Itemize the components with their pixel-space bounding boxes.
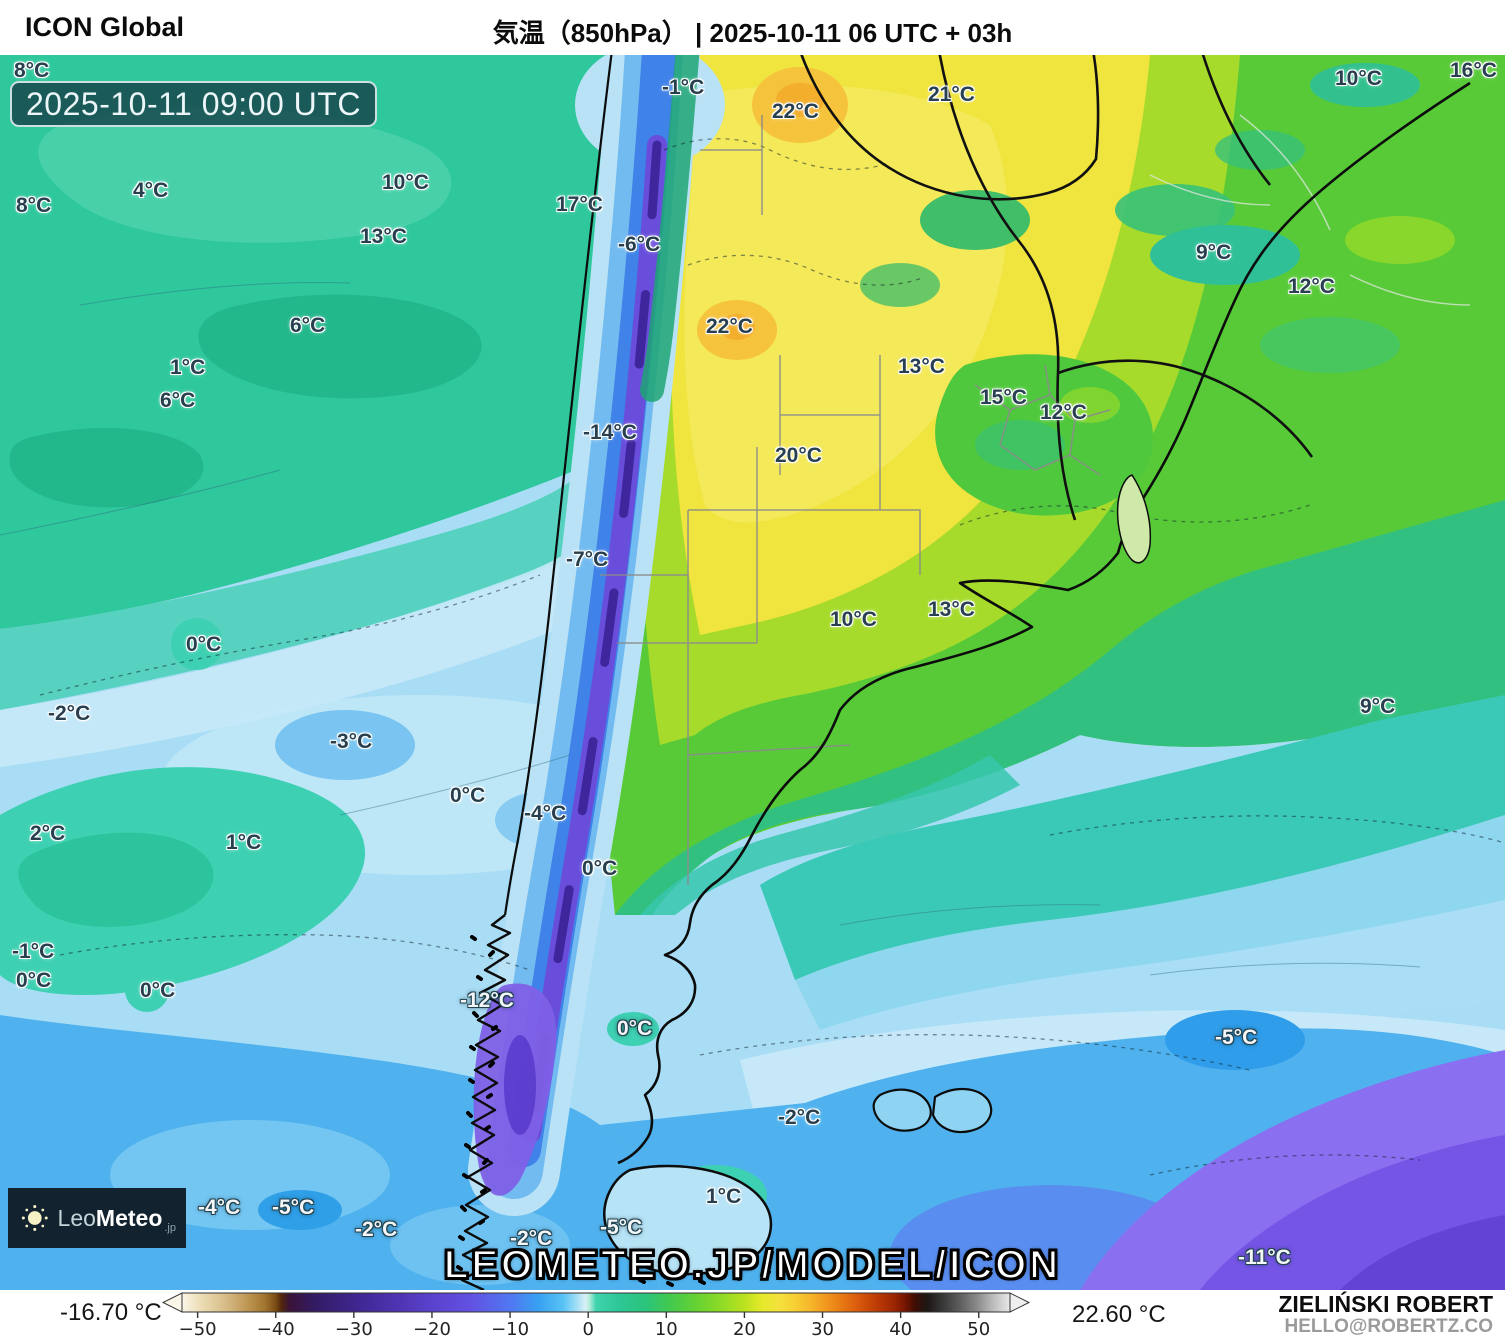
temp-label: 0°C — [617, 1017, 653, 1040]
color-scale: −50 −40 −30 −20 −10 0 10 20 30 40 50 — [161, 1292, 1031, 1338]
temp-label: -4°C — [524, 802, 567, 825]
timestamp-overlay: 2025-10-11 09:00 UTC — [10, 81, 377, 127]
page-title: 気温（850hPa） | 2025-10-11 06 UTC + 03h — [492, 18, 1013, 48]
temp-label: 8°C — [14, 59, 50, 82]
coastline — [460, 55, 1471, 1290]
colorbar-tick-label: 0 — [582, 1319, 593, 1338]
sun-icon — [21, 1205, 48, 1231]
fjord-islands — [456, 935, 771, 1287]
colorbar-tick-label: 10 — [655, 1319, 678, 1338]
temp-label: 6°C — [160, 389, 196, 412]
temp-label: -7°C — [566, 548, 609, 571]
temperature-map-canvas — [0, 55, 1505, 1290]
state-borders-light — [1149, 114, 1471, 306]
watermark: LEOMETEO.JP/MODEL/ICON — [443, 1242, 1062, 1288]
temp-label: -14°C — [583, 421, 637, 444]
timestamp-text: 2025-10-11 09:00 UTC — [26, 85, 361, 122]
colorbar-tick-label: −40 — [257, 1319, 295, 1338]
temp-label: 0°C — [582, 857, 618, 880]
contour-lines — [39, 138, 1505, 1176]
temp-label: 13°C — [360, 225, 407, 248]
colorbar-tick-label: −10 — [491, 1319, 529, 1338]
temp-label: -5°C — [600, 1216, 643, 1239]
leometeo-logo: LeoMeteo .jp — [8, 1188, 186, 1248]
temp-label: -4°C — [198, 1196, 241, 1219]
colorbar-right-arrow — [1009, 1292, 1031, 1313]
temp-label: 8°C — [16, 194, 52, 217]
colorbar-tick-label: 20 — [733, 1319, 756, 1338]
temp-label: -1°C — [12, 940, 55, 963]
temp-label: -11°C — [1238, 1246, 1291, 1269]
temp-label: -2°C — [355, 1218, 398, 1241]
atlantic-ocean-layer — [600, 695, 1505, 1290]
temp-label: 9°C — [1196, 241, 1232, 264]
temp-label: 12°C — [1040, 401, 1087, 424]
temp-label: 10°C — [382, 171, 429, 194]
author-email: HELLO@ROBERTZ.CO — [1284, 1316, 1493, 1337]
tierra-del-fuego — [603, 1088, 993, 1276]
temp-label: 13°C — [898, 355, 945, 378]
temp-label: 15°C — [980, 386, 1027, 409]
temp-label: 16°C — [1450, 59, 1497, 82]
colorbar-ticks: −50 −40 −30 −20 −10 0 10 20 30 40 50 — [179, 1312, 990, 1338]
temp-label: 0°C — [186, 633, 222, 656]
temp-label: -12°C — [460, 989, 514, 1012]
temp-label: 20°C — [775, 444, 822, 467]
temp-label: 12°C — [1288, 275, 1335, 298]
temp-label: 0°C — [16, 969, 52, 992]
weather-map: 2025-10-11 09:00 UTC 8°C -1°C 22°C 21°C 10°C… — [0, 55, 1505, 1290]
logo-text: LeoMeteo — [57, 1204, 163, 1231]
country-borders — [800, 55, 1314, 521]
model-name: ICON Global — [25, 12, 185, 42]
temp-label: 21°C — [928, 83, 975, 106]
temp-label: 17°C — [556, 193, 603, 216]
temp-label: 2°C — [30, 822, 66, 845]
temp-label: -2°C — [778, 1106, 821, 1129]
temp-label: 1°C — [226, 831, 262, 854]
temp-labels-layer: 8°C -1°C 22°C 21°C 10°C 16°C 4°C 10°C 13°C 17°C -6… — [0, 55, 1505, 1290]
contour-lines-thin — [0, 281, 1421, 976]
temp-label: 4°C — [133, 179, 169, 202]
temp-label: -5°C — [272, 1196, 315, 1219]
scale-min-label: -16.70 °C — [60, 1299, 162, 1326]
colorbar-tick-label: 40 — [889, 1319, 912, 1338]
andes-cold-band — [468, 55, 725, 1216]
temp-label: -2°C — [48, 702, 91, 725]
temp-label: 22°C — [772, 100, 819, 123]
footer-bar: -16.70 °C −50 −40 −30 −20 −10 0 10 20 30 40 50 22.… — [0, 1290, 1505, 1338]
temp-label: 22°C — [706, 315, 753, 338]
temp-label: 10°C — [1335, 67, 1382, 90]
colorbar-bar — [181, 1292, 1011, 1313]
header-bar: ICON Global 気温（850hPa） | 2025-10-11 06 U… — [0, 0, 1505, 55]
temp-label: 13°C — [928, 598, 975, 621]
temp-label: -5°C — [1215, 1026, 1258, 1049]
attribution: ZIELIŃSKI ROBERT HELLO@ROBERTZ.CO — [1278, 1291, 1493, 1337]
colorbar-tick-label: −50 — [179, 1319, 217, 1338]
temp-label: 1°C — [706, 1185, 742, 1208]
temp-label: -6°C — [618, 233, 661, 256]
temp-label: 1°C — [170, 356, 206, 379]
temp-label: 10°C — [830, 608, 877, 631]
pacific-ocean-layer — [0, 55, 705, 1290]
temp-label: -2°C — [510, 1227, 553, 1250]
colorbar-tick-label: −20 — [413, 1319, 451, 1338]
temp-label: 0°C — [450, 784, 486, 807]
scale-max-label: 22.60 °C — [1072, 1301, 1166, 1328]
colorbar-tick-label: 50 — [967, 1319, 990, 1338]
temp-label: -1°C — [662, 76, 705, 99]
logo-suffix: .jp — [164, 1222, 176, 1234]
temp-label: 0°C — [140, 979, 176, 1002]
colorbar-tick-label: 30 — [811, 1319, 834, 1338]
temp-label: 9°C — [1360, 695, 1396, 718]
colorbar-tick-label: −30 — [335, 1319, 373, 1338]
temp-label: -3°C — [330, 730, 373, 753]
temp-label: 6°C — [290, 314, 326, 337]
land-layer — [597, 55, 1505, 915]
colorbar-left-arrow — [161, 1292, 183, 1313]
author-name: ZIELIŃSKI ROBERT — [1278, 1291, 1493, 1317]
